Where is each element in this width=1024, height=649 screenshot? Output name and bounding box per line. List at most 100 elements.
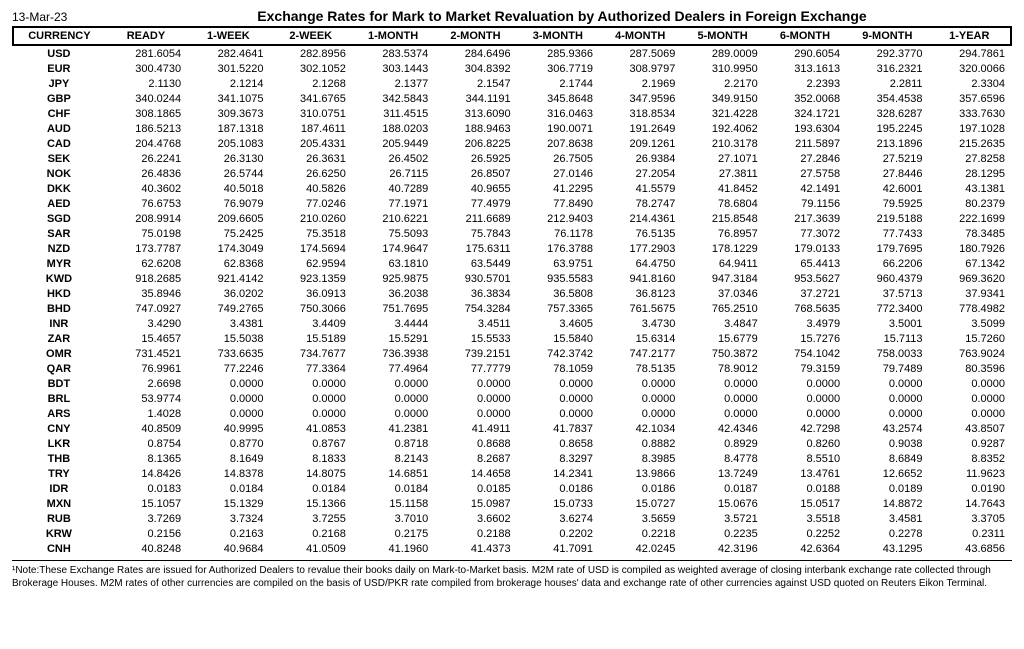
rate-cell: 40.5018 bbox=[187, 181, 269, 196]
rate-cell: 15.5038 bbox=[187, 331, 269, 346]
rate-cell: 212.9403 bbox=[517, 211, 599, 226]
currency-cell: AED bbox=[13, 196, 105, 211]
rate-cell: 947.3184 bbox=[681, 271, 763, 286]
rate-cell: 0.8882 bbox=[599, 436, 681, 451]
rate-cell: 26.2241 bbox=[105, 151, 187, 166]
rate-cell: 0.2235 bbox=[681, 526, 763, 541]
rate-cell: 26.5925 bbox=[434, 151, 516, 166]
rate-cell: 176.3788 bbox=[517, 241, 599, 256]
rate-cell: 281.6054 bbox=[105, 45, 187, 61]
rate-cell: 41.2295 bbox=[517, 181, 599, 196]
rate-cell: 0.0184 bbox=[352, 481, 434, 496]
rate-cell: 0.2188 bbox=[434, 526, 516, 541]
rate-cell: 306.7719 bbox=[517, 61, 599, 76]
rate-cell: 180.7926 bbox=[929, 241, 1011, 256]
rate-cell: 765.2510 bbox=[681, 301, 763, 316]
table-row: QAR76.996177.224677.336477.496477.777978… bbox=[13, 361, 1011, 376]
rate-cell: 209.1261 bbox=[599, 136, 681, 151]
rate-cell: 310.9950 bbox=[681, 61, 763, 76]
rate-cell: 3.6602 bbox=[434, 511, 516, 526]
rate-cell: 15.1329 bbox=[187, 496, 269, 511]
rate-cell: 313.1613 bbox=[764, 61, 846, 76]
rate-cell: 285.9366 bbox=[517, 45, 599, 61]
rate-cell: 0.0184 bbox=[187, 481, 269, 496]
rate-cell: 15.1057 bbox=[105, 496, 187, 511]
rate-cell: 0.0188 bbox=[764, 481, 846, 496]
rate-cell: 63.5449 bbox=[434, 256, 516, 271]
rate-cell: 75.2425 bbox=[187, 226, 269, 241]
rate-cell: 300.4730 bbox=[105, 61, 187, 76]
table-header-cell: 5-MONTH bbox=[681, 27, 763, 45]
rate-cell: 2.1130 bbox=[105, 76, 187, 91]
rate-cell: 0.2202 bbox=[517, 526, 599, 541]
rate-cell: 195.2245 bbox=[846, 121, 928, 136]
rate-cell: 309.3673 bbox=[187, 106, 269, 121]
rate-cell: 66.2206 bbox=[846, 256, 928, 271]
rate-cell: 40.5826 bbox=[270, 181, 352, 196]
table-header-cell: 1-MONTH bbox=[352, 27, 434, 45]
rate-cell: 2.2811 bbox=[846, 76, 928, 91]
table-row: EUR300.4730301.5220302.1052303.1443304.8… bbox=[13, 61, 1011, 76]
rate-cell: 8.2687 bbox=[434, 451, 516, 466]
table-row: CNH40.824840.968441.050941.196041.437341… bbox=[13, 541, 1011, 556]
rate-cell: 925.9875 bbox=[352, 271, 434, 286]
rate-cell: 77.0246 bbox=[270, 196, 352, 211]
rate-cell: 77.3072 bbox=[764, 226, 846, 241]
rate-cell: 222.1699 bbox=[929, 211, 1011, 226]
rate-cell: 210.6221 bbox=[352, 211, 434, 226]
table-row: BRL53.97740.00000.00000.00000.00000.0000… bbox=[13, 391, 1011, 406]
rates-table: CURRENCYREADY1-WEEK2-WEEK1-MONTH2-MONTH3… bbox=[12, 26, 1012, 556]
table-row: JPY2.11302.12142.12682.13772.15472.17442… bbox=[13, 76, 1011, 91]
currency-cell: LKR bbox=[13, 436, 105, 451]
rate-cell: 208.9914 bbox=[105, 211, 187, 226]
table-row: CHF308.1865309.3673310.0751311.4515313.6… bbox=[13, 106, 1011, 121]
rate-cell: 757.3365 bbox=[517, 301, 599, 316]
rate-cell: 923.1359 bbox=[270, 271, 352, 286]
rate-cell: 0.2311 bbox=[929, 526, 1011, 541]
rate-cell: 211.6689 bbox=[434, 211, 516, 226]
table-row: ZAR15.465715.503815.518915.529115.553315… bbox=[13, 331, 1011, 346]
rate-cell: 27.3811 bbox=[681, 166, 763, 181]
table-row: INR3.42903.43813.44093.44443.45113.46053… bbox=[13, 316, 1011, 331]
rate-cell: 941.8160 bbox=[599, 271, 681, 286]
rate-cell: 0.0000 bbox=[929, 406, 1011, 421]
rate-cell: 37.0346 bbox=[681, 286, 763, 301]
rate-cell: 2.1547 bbox=[434, 76, 516, 91]
table-header-row: CURRENCYREADY1-WEEK2-WEEK1-MONTH2-MONTH3… bbox=[13, 27, 1011, 45]
rate-cell: 0.0000 bbox=[846, 406, 928, 421]
rate-cell: 64.4750 bbox=[599, 256, 681, 271]
table-row: SAR75.019875.242575.351875.509375.784376… bbox=[13, 226, 1011, 241]
rate-cell: 0.2252 bbox=[764, 526, 846, 541]
rate-cell: 918.2685 bbox=[105, 271, 187, 286]
rate-cell: 191.2649 bbox=[599, 121, 681, 136]
rate-cell: 41.2381 bbox=[352, 421, 434, 436]
rate-cell: 345.8648 bbox=[517, 91, 599, 106]
currency-cell: EUR bbox=[13, 61, 105, 76]
rate-cell: 13.4761 bbox=[764, 466, 846, 481]
rate-cell: 77.8490 bbox=[517, 196, 599, 211]
rate-cell: 65.4413 bbox=[764, 256, 846, 271]
rate-cell: 3.4290 bbox=[105, 316, 187, 331]
rate-cell: 36.3834 bbox=[434, 286, 516, 301]
rate-cell: 2.2170 bbox=[681, 76, 763, 91]
rate-cell: 0.8658 bbox=[517, 436, 599, 451]
rate-cell: 15.0676 bbox=[681, 496, 763, 511]
rate-cell: 749.2765 bbox=[187, 301, 269, 316]
rate-cell: 27.2054 bbox=[599, 166, 681, 181]
rate-cell: 935.5583 bbox=[517, 271, 599, 286]
rate-cell: 0.0000 bbox=[270, 391, 352, 406]
rate-cell: 188.0203 bbox=[352, 121, 434, 136]
rate-cell: 0.0187 bbox=[681, 481, 763, 496]
currency-cell: BRL bbox=[13, 391, 105, 406]
rate-cell: 27.5758 bbox=[764, 166, 846, 181]
rate-cell: 15.1158 bbox=[352, 496, 434, 511]
currency-cell: MXN bbox=[13, 496, 105, 511]
rate-cell: 15.1366 bbox=[270, 496, 352, 511]
rate-cell: 36.0913 bbox=[270, 286, 352, 301]
table-header-cell: 9-MONTH bbox=[846, 27, 928, 45]
rate-cell: 206.8225 bbox=[434, 136, 516, 151]
rate-cell: 15.5840 bbox=[517, 331, 599, 346]
rate-cell: 8.4778 bbox=[681, 451, 763, 466]
rate-cell: 15.7260 bbox=[929, 331, 1011, 346]
rate-cell: 308.1865 bbox=[105, 106, 187, 121]
